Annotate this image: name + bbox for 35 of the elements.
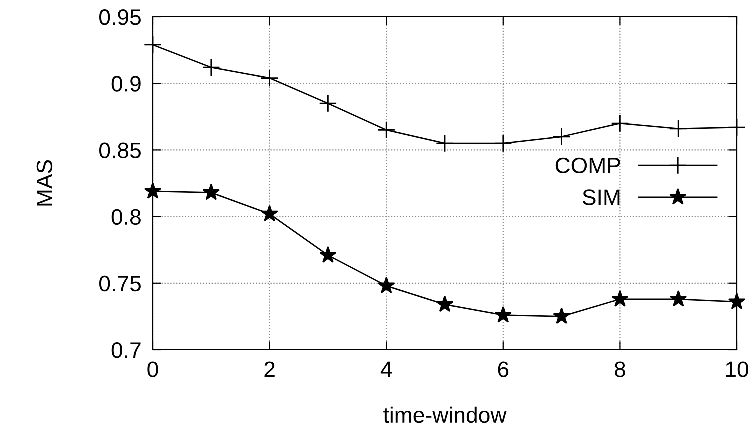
- point: [552, 128, 571, 146]
- point: [144, 182, 162, 199]
- y-tick-label: 0.75: [100, 276, 141, 292]
- point: [670, 120, 688, 138]
- point: [436, 134, 454, 153]
- point: [260, 69, 279, 88]
- y-tick-label: 0.9: [112, 76, 141, 92]
- x-tick-label: 0: [148, 362, 158, 378]
- point: [436, 296, 454, 312]
- point: [202, 184, 220, 200]
- point: [494, 134, 512, 153]
- point: [611, 114, 630, 133]
- point: [670, 290, 688, 307]
- point: [202, 58, 220, 77]
- y-axis-title: MAS: [36, 160, 53, 206]
- point: [378, 277, 396, 294]
- y-tick-label: 0.7: [112, 342, 141, 358]
- x-tick-label: 10: [726, 362, 748, 378]
- x-tick-label: 8: [614, 362, 626, 378]
- point: [378, 121, 396, 140]
- point: [553, 308, 570, 324]
- x-tick-label: 4: [380, 362, 392, 378]
- point: [261, 205, 278, 222]
- point: [320, 246, 337, 263]
- legend-label: COMP: [556, 158, 620, 174]
- x-tick-label: 6: [498, 362, 509, 378]
- point: [494, 306, 512, 323]
- x-tick-label: 2: [264, 362, 275, 378]
- point: [612, 290, 629, 307]
- y-tick-label: 0.8: [112, 209, 141, 226]
- x-axis-title: time-window: [384, 406, 507, 424]
- point: [319, 94, 338, 113]
- y-tick-label: 0.95: [100, 10, 141, 26]
- y-tick-label: 0.85: [100, 142, 141, 158]
- legend-label: SIM: [582, 190, 620, 206]
